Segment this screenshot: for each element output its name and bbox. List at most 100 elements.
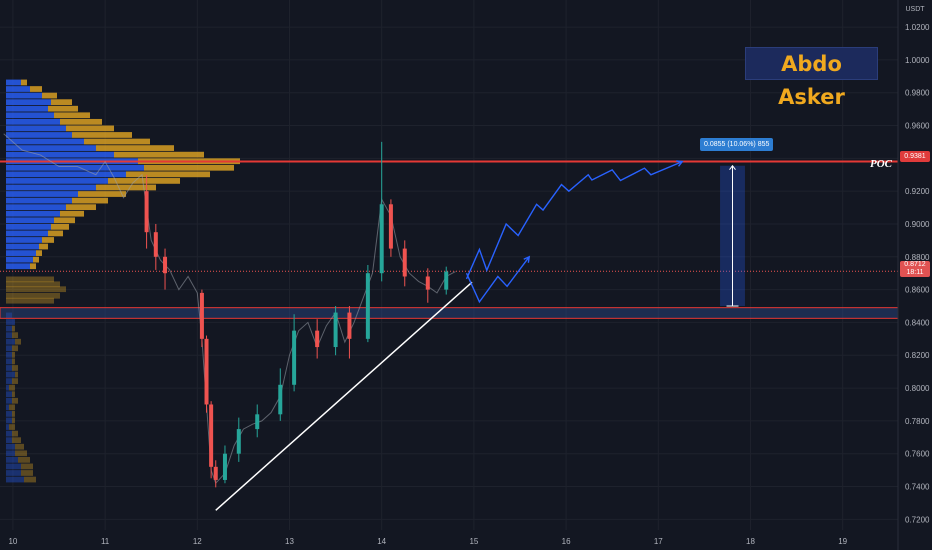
volume-bar-blue: [6, 351, 12, 358]
volume-bar-orange: [24, 476, 36, 483]
volume-bar-blue: [6, 86, 30, 92]
volume-bar-orange: [15, 371, 18, 378]
x-tick-label: 10: [8, 537, 17, 546]
candle-body: [388, 204, 393, 249]
volume-bar-orange: [12, 332, 18, 339]
candle-body: [365, 273, 370, 339]
y-tick-label: 0.9600: [905, 122, 930, 131]
volume-bar-orange: [12, 325, 15, 332]
volume-bar-blue: [6, 476, 24, 483]
y-tick-label: 0.7200: [905, 515, 930, 524]
x-tick-label: 15: [469, 537, 478, 546]
current-timer: 18:11: [906, 269, 924, 276]
volume-bar-orange: [42, 237, 54, 243]
volume-bar-orange: [6, 276, 54, 283]
measure-arrow: [729, 164, 736, 171]
volume-bar-blue: [6, 178, 108, 184]
volume-bar-blue: [6, 417, 12, 424]
x-tick-label: 19: [838, 537, 847, 546]
measure-tool[interactable]: [720, 164, 745, 307]
volume-bar-orange: [78, 191, 126, 197]
volume-bar-blue: [6, 138, 84, 145]
y-tick-label: 0.8800: [905, 253, 930, 262]
volume-bar-blue: [6, 99, 51, 106]
volume-bar-orange: [126, 171, 210, 178]
volume-bar-blue: [6, 443, 15, 450]
y-tick-label: 0.7600: [905, 450, 930, 459]
volume-bar-orange: [48, 105, 78, 112]
volume-bar-orange: [9, 384, 15, 391]
volume-bar-blue: [6, 338, 15, 345]
volume-bar-orange: [144, 164, 234, 171]
y-tick-label: 1.0200: [905, 23, 930, 32]
volume-bar-blue: [6, 151, 114, 158]
volume-bar-orange: [21, 470, 33, 476]
volume-bar-blue: [6, 384, 9, 391]
x-tick-label: 12: [193, 537, 202, 546]
volume-bar-blue: [6, 112, 54, 119]
volume-bar-blue: [6, 365, 12, 371]
volume-bar-blue: [6, 256, 33, 263]
volume-bar-orange: [12, 397, 18, 404]
y-tick-label: 0.9800: [905, 89, 930, 98]
volume-bar-blue: [6, 217, 54, 224]
volume-bar-orange: [33, 256, 39, 263]
volume-bar-blue: [6, 210, 60, 217]
volume-bar-blue: [6, 223, 51, 230]
volume-bar-blue: [6, 358, 12, 365]
poc-price-tag: 0.9381: [900, 151, 930, 162]
volume-bar-orange: [51, 223, 69, 230]
candle-body: [153, 232, 158, 257]
volume-bar-blue: [6, 125, 66, 132]
volume-bar-blue: [6, 430, 12, 437]
volume-bar-orange: [66, 204, 96, 211]
volume-bar-orange: [39, 243, 48, 250]
volume-bar-blue: [6, 204, 66, 211]
volume-bar-blue: [6, 450, 15, 457]
volume-bar-blue: [6, 250, 36, 256]
volume-bar-blue: [6, 164, 144, 171]
candle-body: [402, 248, 407, 277]
volume-bar-orange: [30, 263, 36, 270]
x-tick-label: 13: [285, 537, 294, 546]
volume-bar-orange: [60, 210, 84, 217]
volume-bar-orange: [6, 297, 54, 304]
support-zone: [0, 307, 899, 319]
volume-bar-orange: [36, 250, 42, 256]
poc-label: POC: [870, 158, 892, 170]
volume-bar-orange: [12, 365, 18, 371]
volume-bar-blue: [6, 184, 96, 191]
volume-bar-orange: [12, 358, 15, 365]
volume-bar-blue: [6, 424, 9, 430]
volume-bar-orange: [12, 351, 15, 358]
measure-label: 0.0855 (10.06%) 855: [700, 138, 774, 151]
projection-arrowhead: [523, 255, 531, 263]
x-tick-label: 16: [562, 537, 571, 546]
candle-body: [209, 404, 214, 467]
volume-bar-blue: [6, 437, 12, 444]
volume-bar-orange: [12, 430, 18, 437]
candle-body: [255, 414, 260, 430]
x-tick-label: 18: [746, 537, 755, 546]
volume-bar-orange: [54, 112, 90, 119]
candle-body: [444, 271, 449, 290]
candle-body: [315, 330, 320, 348]
y-tick-label: 0.9200: [905, 187, 930, 196]
y-tick-label: 0.8600: [905, 286, 930, 295]
volume-bar-blue: [6, 132, 72, 138]
projection-lower: [465, 256, 530, 304]
volume-bar-blue: [6, 378, 12, 384]
candle-body: [278, 384, 283, 415]
volume-bar-orange: [114, 151, 204, 158]
candle-body: [163, 256, 168, 274]
candle-body: [222, 453, 227, 480]
grid: [0, 0, 898, 530]
trendline: [215, 281, 473, 511]
current-price-value: 0.8712: [904, 261, 926, 268]
volume-profile: [6, 79, 240, 483]
volume-bar-blue: [6, 79, 21, 86]
x-axis-ticks: 10 11 12 13 14 15 16 17 18 19: [8, 537, 847, 546]
volume-bar-orange: [48, 230, 63, 237]
y-tick-label: 1.0000: [905, 56, 930, 65]
